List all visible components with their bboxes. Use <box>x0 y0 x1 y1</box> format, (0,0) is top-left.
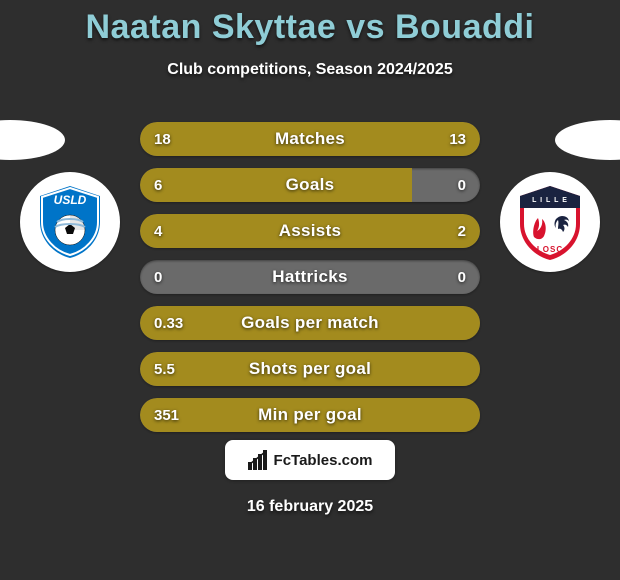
svg-text:LOSC: LOSC <box>537 245 563 254</box>
stat-bar: 42Assists <box>140 214 480 248</box>
subtitle: Club competitions, Season 2024/2025 <box>0 61 620 79</box>
stat-label: Shots per goal <box>140 352 480 386</box>
stat-label: Min per goal <box>140 398 480 432</box>
stat-bar: 1813Matches <box>140 122 480 156</box>
stat-bar: 60Goals <box>140 168 480 202</box>
left-ellipse-shadow <box>0 120 65 160</box>
stat-label: Hattricks <box>140 260 480 294</box>
stat-bar: 00Hattricks <box>140 260 480 294</box>
stat-bar: 0.33Goals per match <box>140 306 480 340</box>
stats-container: 1813Matches 60Goals 42Assists 00Hattricks 0.… <box>140 122 480 444</box>
footer-date: 16 february 2025 <box>0 498 620 516</box>
stat-label: Assists <box>140 214 480 248</box>
footer-site-badge[interactable]: FcTables.com <box>225 440 395 480</box>
fctables-logo-icon <box>248 450 270 470</box>
club-badge-left: USLD <box>20 172 120 272</box>
losc-crest-icon: L I L L E LOSC <box>514 182 586 262</box>
stat-label: Matches <box>140 122 480 156</box>
right-ellipse-shadow <box>555 120 620 160</box>
page-title: Naatan Skyttae vs Bouaddi <box>0 0 620 47</box>
svg-text:USLD: USLD <box>54 193 87 207</box>
stat-bar: 351Min per goal <box>140 398 480 432</box>
club-badge-right: L I L L E LOSC <box>500 172 600 272</box>
stat-label: Goals per match <box>140 306 480 340</box>
svg-text:L I L L E: L I L L E <box>532 197 568 204</box>
footer-site-text: FcTables.com <box>274 452 373 469</box>
usld-crest-icon: USLD <box>34 182 106 262</box>
stat-label: Goals <box>140 168 480 202</box>
stat-bar: 5.5Shots per goal <box>140 352 480 386</box>
